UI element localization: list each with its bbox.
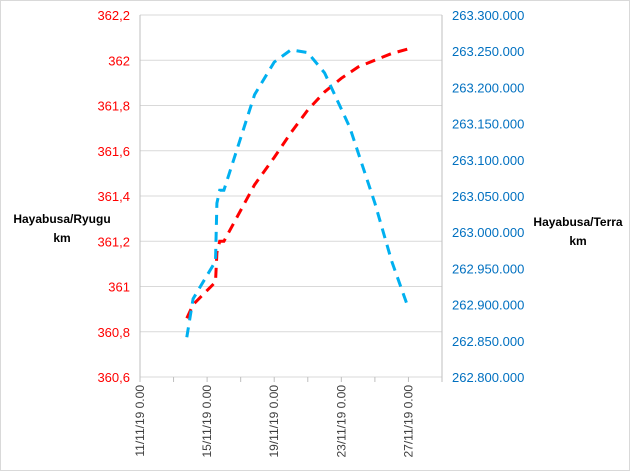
x-tick-label: 23/11/19 0.00 bbox=[334, 385, 348, 458]
series-ryugu-line bbox=[185, 47, 409, 319]
x-tick-label: 11/11/19 0.00 bbox=[133, 385, 147, 457]
x-tick-label: 19/11/19 0.00 bbox=[267, 385, 281, 458]
y-right-tick-label: 263.000.000 bbox=[452, 225, 524, 240]
y-left-tick-label: 362,2 bbox=[97, 8, 130, 23]
x-tick-label: 27/11/19 0.00 bbox=[401, 385, 415, 458]
x-tick-label: 15/11/19 0.00 bbox=[200, 385, 214, 458]
y-left-axis-title: Hayabusa/Ryugu km bbox=[6, 210, 118, 248]
y-left-tick-label: 361,6 bbox=[97, 144, 130, 159]
y-right-axis-title-line1: Hayabusa/Terra bbox=[533, 215, 623, 229]
y-left-tick-label: 361,2 bbox=[97, 234, 130, 249]
y-right-tick-label: 262.950.000 bbox=[452, 261, 524, 276]
y-right-tick-label: 263.250.000 bbox=[452, 44, 524, 59]
y-right-tick-label: 263.050.000 bbox=[452, 189, 524, 204]
y-right-tick-label: 263.150.000 bbox=[452, 117, 524, 132]
y-left-tick-label: 360,8 bbox=[97, 325, 130, 340]
y-left-tick-label: 362 bbox=[108, 53, 130, 68]
y-right-tick-label: 263.300.000 bbox=[452, 8, 524, 23]
series-terra-line bbox=[185, 48, 410, 338]
y-left-tick-label: 361,8 bbox=[97, 99, 130, 114]
y-left-axis-title-line2: km bbox=[53, 231, 71, 245]
y-right-axis-title: Hayabusa/Terra km bbox=[528, 213, 628, 251]
y-right-tick-label: 263.200.000 bbox=[452, 80, 524, 95]
y-right-tick-label: 262.800.000 bbox=[452, 370, 524, 385]
y-left-tick-label: 361,4 bbox=[97, 189, 130, 204]
y-left-tick-label: 361 bbox=[108, 280, 130, 295]
y-left-tick-label: 360,6 bbox=[97, 370, 130, 385]
y-right-tick-label: 262.900.000 bbox=[452, 298, 524, 313]
y-right-tick-label: 262.850.000 bbox=[452, 334, 524, 349]
y-right-tick-label: 263.100.000 bbox=[452, 153, 524, 168]
y-right-axis-title-line2: km bbox=[569, 234, 587, 248]
y-left-axis-title-line1: Hayabusa/Ryugu bbox=[13, 212, 111, 226]
